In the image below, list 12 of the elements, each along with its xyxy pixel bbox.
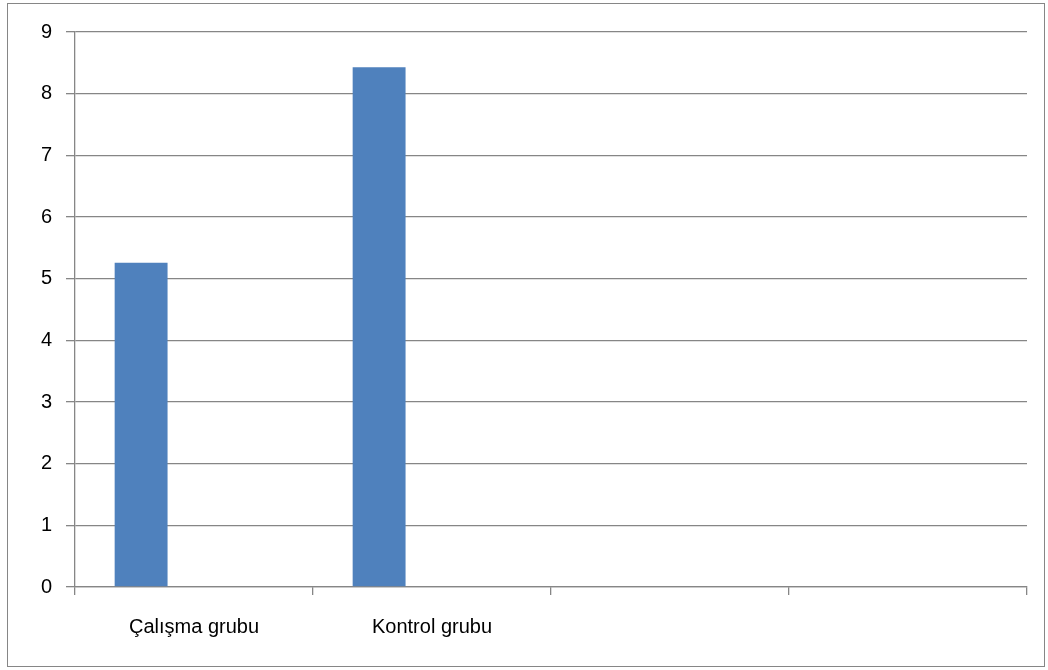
y-tick-label: 6 [40, 204, 52, 227]
y-tick-label: 8 [40, 81, 52, 104]
x-tick-label: Çalışma grubu [128, 614, 260, 637]
y-tick-label: 0 [40, 574, 52, 597]
y-tick-label: 9 [40, 19, 52, 42]
y-tick-label: 3 [40, 389, 52, 412]
y-tick-label: 5 [40, 266, 52, 289]
y-tick-label: 7 [40, 142, 52, 165]
x-tick-label: Kontrol grubu [371, 614, 493, 637]
y-tick-label: 2 [40, 451, 52, 474]
y-tick-label: 4 [40, 327, 52, 350]
y-tick-label: 1 [40, 512, 52, 535]
